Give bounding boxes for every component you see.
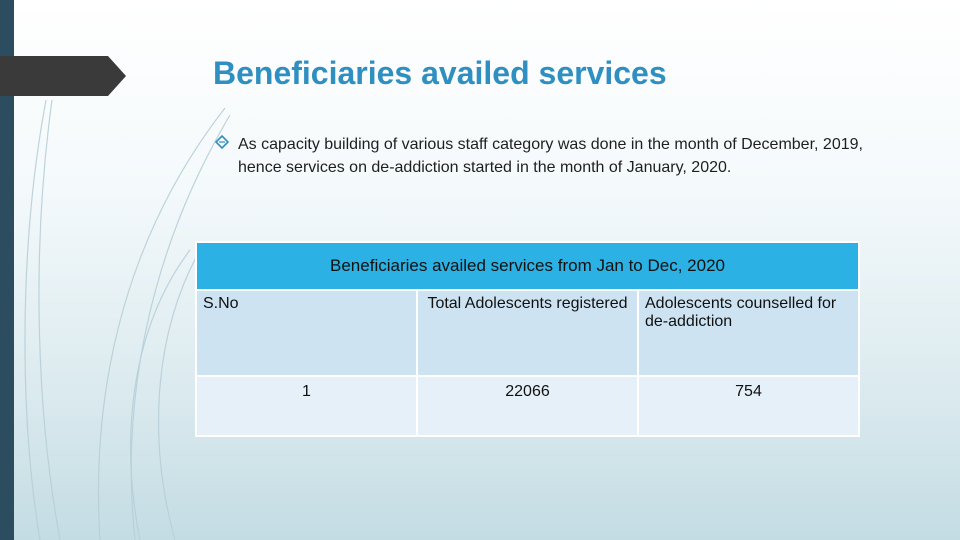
cell-counselled: 754 [637,375,860,437]
bullet-point: As capacity building of various staff ca… [215,133,905,179]
beneficiaries-table: Beneficiaries availed services from Jan … [195,241,860,437]
header-total-registered: Total Adolescents registered [416,289,639,377]
slide-title: Beneficiaries availed services [213,55,667,91]
table-row: 1 22066 754 [195,375,860,437]
header-counselled: Adolescents counselled for de-addiction [637,289,860,377]
table-caption: Beneficiaries availed services from Jan … [195,241,860,291]
decorative-lines [24,99,231,540]
diamond-outline-icon [215,135,229,149]
title-arrow-shape [0,56,126,96]
left-accent-bar [0,0,14,540]
bullet-text: As capacity building of various staff ca… [238,136,863,176]
header-sno: S.No [195,289,418,377]
table-header-row: S.No Total Adolescents registered Adoles… [195,289,860,377]
cell-total-registered: 22066 [416,375,639,437]
cell-sno: 1 [195,375,418,437]
